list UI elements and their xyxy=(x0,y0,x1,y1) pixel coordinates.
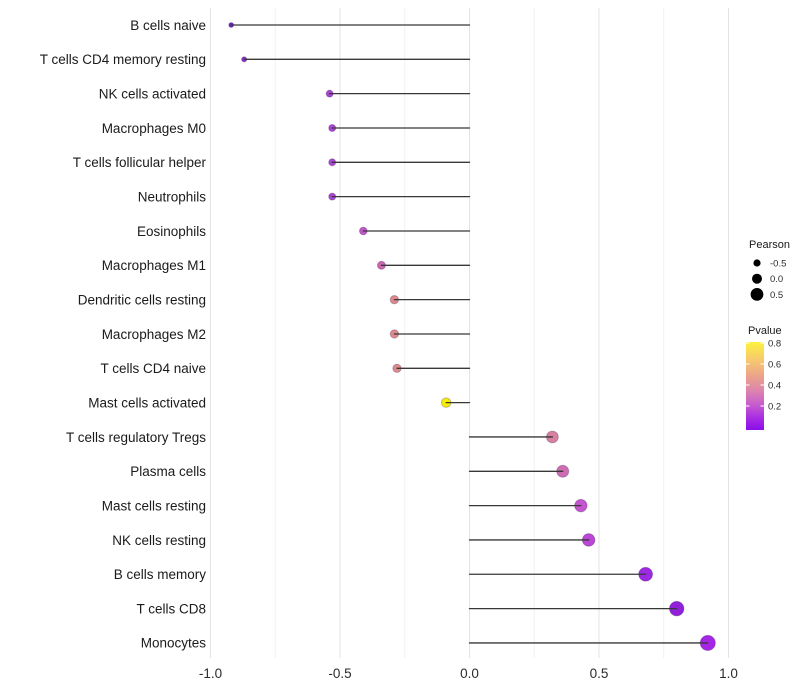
x-tick-label: 0.0 xyxy=(460,666,479,681)
category-label: Macrophages M1 xyxy=(102,258,206,273)
legend-pearson-size-dot xyxy=(753,259,761,267)
legend-pvalue-title: Pvalue xyxy=(748,325,782,337)
x-tick-label: -1.0 xyxy=(199,666,222,681)
category-label: Monocytes xyxy=(141,636,207,651)
category-label: Neutrophils xyxy=(138,189,207,204)
legend-pearson-title: Pearson xyxy=(749,239,790,251)
category-label: T cells CD4 memory resting xyxy=(40,52,206,67)
legend-pvalue-tick-label: 0.8 xyxy=(768,338,781,349)
category-label: Plasma cells xyxy=(130,464,206,479)
category-label: NK cells activated xyxy=(99,86,206,101)
x-tick-label: -0.5 xyxy=(328,666,351,681)
legend-pvalue-colorbar xyxy=(746,342,764,430)
category-label: T cells CD8 xyxy=(136,601,206,616)
legend-pvalue-tick-label: 0.4 xyxy=(768,380,781,391)
category-label: Mast cells resting xyxy=(102,498,206,513)
category-label: T cells follicular helper xyxy=(73,155,207,170)
category-label: Macrophages M2 xyxy=(102,327,206,342)
legend-pearson-size-label: 0.5 xyxy=(770,290,783,301)
legend-pearson-size-label: -0.5 xyxy=(770,258,786,269)
category-label: Eosinophils xyxy=(137,224,206,239)
category-label: B cells memory xyxy=(114,567,207,582)
legend-pearson-size-dot xyxy=(752,273,762,284)
category-label: Dendritic cells resting xyxy=(78,292,206,307)
legend-pvalue-tick-label: 0.2 xyxy=(768,401,781,412)
category-label: NK cells resting xyxy=(112,533,206,548)
category-label: Mast cells activated xyxy=(88,395,206,410)
category-label: T cells CD4 naive xyxy=(100,361,206,376)
legend-pearson-size-dot xyxy=(750,288,764,301)
legend-pearson-size-label: 0.0 xyxy=(770,274,783,285)
x-tick-label: 1.0 xyxy=(719,666,738,681)
x-tick-label: 0.5 xyxy=(590,666,609,681)
category-label: Macrophages M0 xyxy=(102,121,206,136)
category-label: B cells naive xyxy=(130,18,206,33)
legend-pvalue-tick-label: 0.6 xyxy=(768,359,781,370)
category-label: T cells regulatory Tregs xyxy=(66,430,206,445)
